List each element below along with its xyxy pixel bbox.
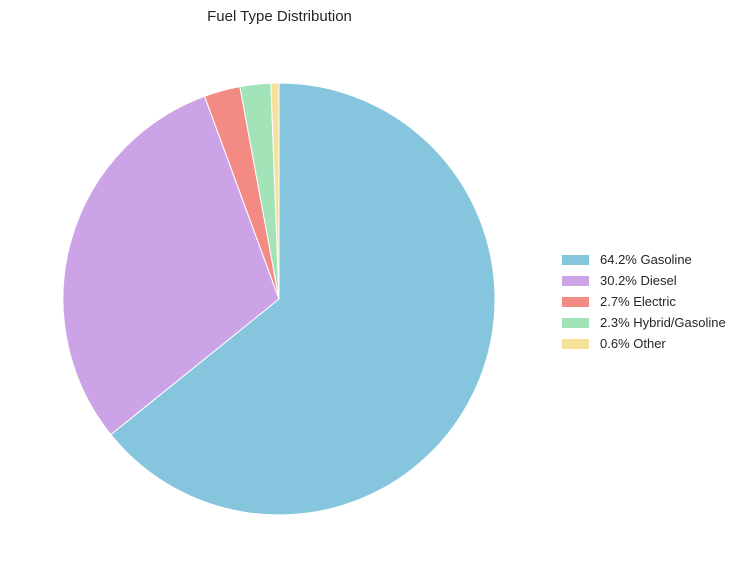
legend-swatch-hybrid-gasoline	[562, 317, 589, 328]
legend-swatch-other	[562, 338, 589, 349]
legend-swatch-electric	[562, 296, 589, 307]
legend-item-diesel: 30.2% Diesel	[562, 270, 726, 291]
legend-label-electric: 2.7% Electric	[600, 294, 676, 309]
legend-label-hybrid-gasoline: 2.3% Hybrid/Gasoline	[600, 315, 726, 330]
legend-label-other: 0.6% Other	[600, 336, 666, 351]
legend-item-other: 0.6% Other	[562, 333, 726, 354]
legend-item-hybrid-gasoline: 2.3% Hybrid/Gasoline	[562, 312, 726, 333]
pie-slices	[62, 82, 496, 516]
pie-slice-gasoline	[110, 82, 496, 516]
pie-slice-diesel	[62, 95, 280, 436]
chart-legend: 64.2% Gasoline 30.2% Diesel 2.7% Electric 2…	[562, 249, 726, 354]
legend-swatch-diesel	[562, 275, 589, 286]
chart-title: Fuel Type Distribution	[207, 8, 352, 25]
legend-label-diesel: 30.2% Diesel	[600, 273, 677, 288]
legend-swatch-gasoline	[562, 254, 589, 265]
pie-slice-other	[270, 82, 280, 300]
legend-item-gasoline: 64.2% Gasoline	[562, 249, 726, 270]
legend-item-electric: 2.7% Electric	[562, 291, 726, 312]
legend-label-gasoline: 64.2% Gasoline	[600, 252, 692, 267]
